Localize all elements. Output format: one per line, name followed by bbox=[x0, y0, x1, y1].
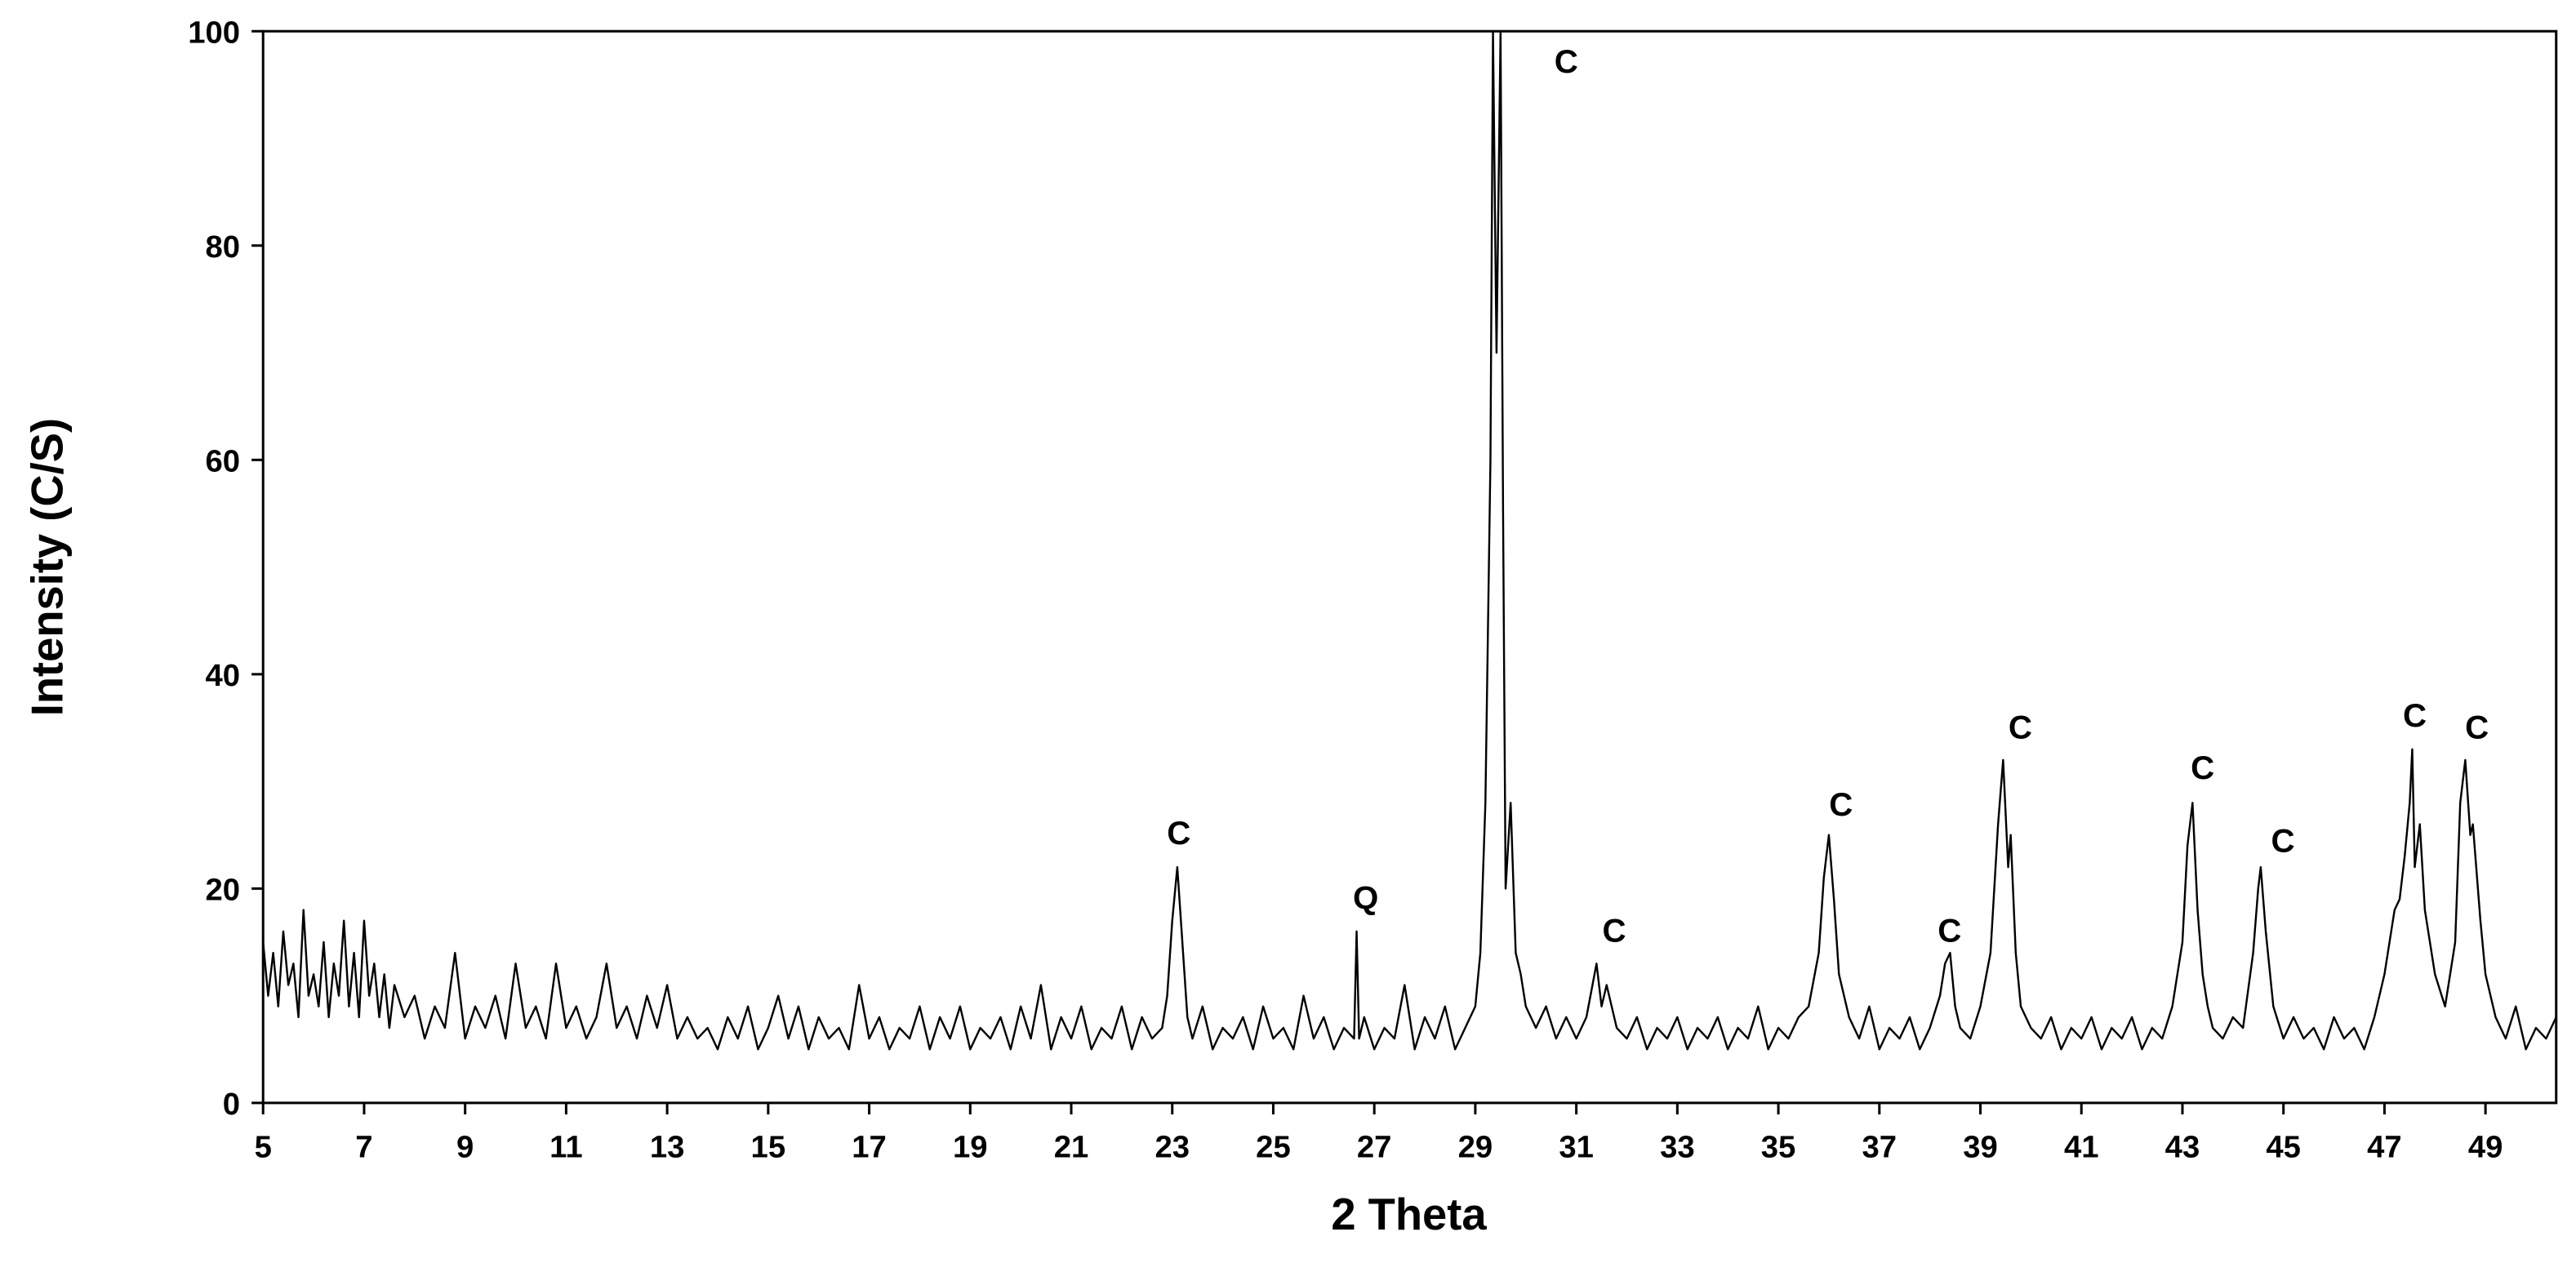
x-tick-label: 47 bbox=[2367, 1129, 2402, 1164]
x-tick-label: 19 bbox=[953, 1129, 988, 1164]
x-tick-label: 27 bbox=[1357, 1129, 1392, 1164]
peak-label: Q bbox=[1353, 879, 1378, 916]
peak-label: C bbox=[1829, 786, 1853, 823]
peak-label: C bbox=[2271, 822, 2295, 859]
peak-label: C bbox=[2465, 709, 2489, 745]
y-tick-label: 80 bbox=[205, 229, 240, 265]
x-tick-label: 15 bbox=[751, 1129, 786, 1164]
x-tick-label: 33 bbox=[1660, 1129, 1695, 1164]
x-tick-label: 17 bbox=[852, 1129, 887, 1164]
y-tick-label: 100 bbox=[188, 15, 240, 50]
x-tick-label: 13 bbox=[650, 1129, 685, 1164]
x-tick-label: 49 bbox=[2468, 1129, 2503, 1164]
y-tick-label: 60 bbox=[205, 443, 240, 478]
x-tick-label: 29 bbox=[1458, 1129, 1493, 1164]
x-tick-label: 23 bbox=[1155, 1129, 1190, 1164]
x-tick-label: 41 bbox=[2064, 1129, 2099, 1164]
x-tick-label: 21 bbox=[1054, 1129, 1089, 1164]
peak-label: C bbox=[2403, 697, 2427, 734]
peak-label: C bbox=[1938, 913, 1961, 949]
x-tick-label: 43 bbox=[2165, 1129, 2200, 1164]
x-tick-label: 9 bbox=[456, 1129, 474, 1164]
x-tick-label: 39 bbox=[1963, 1129, 1998, 1164]
y-axis-title: Intensity (C/S) bbox=[23, 418, 73, 716]
data-line bbox=[263, 31, 2556, 1051]
x-tick-label: 7 bbox=[355, 1129, 372, 1164]
y-tick-label: 40 bbox=[205, 658, 240, 693]
x-tick-label: 25 bbox=[1256, 1129, 1291, 1164]
peak-label: C bbox=[1555, 43, 1578, 80]
y-tick-label: 20 bbox=[205, 872, 240, 907]
x-tick-label: 45 bbox=[2266, 1129, 2301, 1164]
x-tick-label: 35 bbox=[1761, 1129, 1796, 1164]
plot-frame bbox=[261, 29, 2558, 1105]
peak-label: C bbox=[1602, 913, 1626, 949]
x-tick-label: 11 bbox=[549, 1129, 582, 1164]
x-axis-title: 2 Theta bbox=[1331, 1190, 1487, 1239]
peak-label: C bbox=[2009, 709, 2032, 745]
peak-label: C bbox=[1167, 815, 1190, 852]
x-tick-label: 37 bbox=[1862, 1129, 1898, 1164]
y-tick-label: 0 bbox=[223, 1087, 240, 1122]
peak-label: C bbox=[2191, 749, 2214, 786]
x-tick-label: 5 bbox=[255, 1129, 272, 1164]
x-tick-label: 31 bbox=[1559, 1129, 1594, 1164]
